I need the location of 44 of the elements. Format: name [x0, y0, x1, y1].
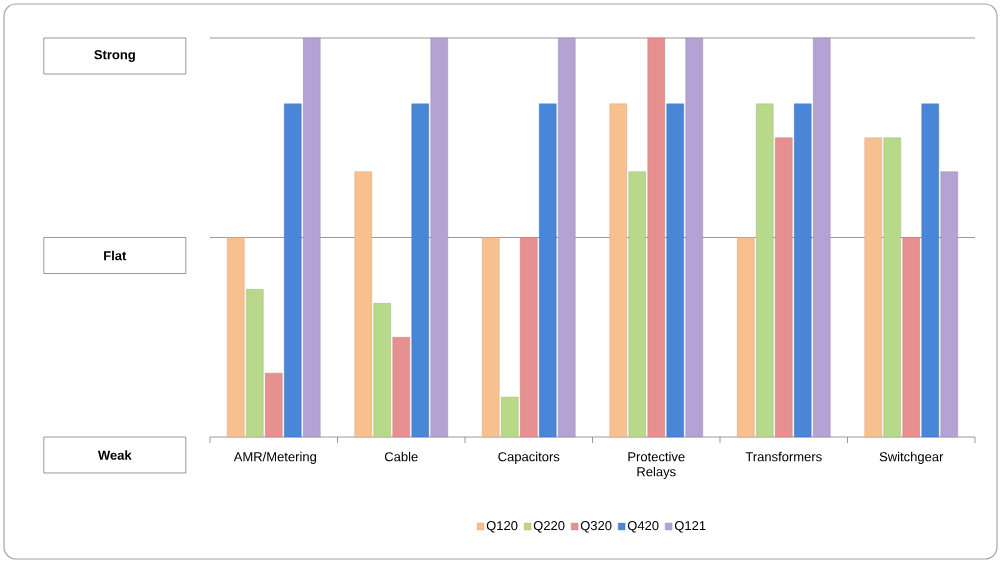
bar: [921, 103, 939, 438]
bar: [520, 237, 538, 438]
bar: [647, 37, 665, 438]
legend-label: Q420: [627, 521, 659, 533]
bar: [284, 103, 302, 438]
bar: [883, 137, 901, 438]
bar: [609, 103, 627, 438]
x-tick-label: Capacitors: [498, 451, 560, 464]
x-tick-label: Cable: [384, 451, 418, 462]
text: Flat: [104, 250, 127, 261]
bar: [558, 37, 576, 438]
bar: [246, 289, 264, 438]
bar: [482, 237, 500, 438]
text: Weak: [97, 450, 132, 460]
bar: [539, 103, 557, 438]
bar: [902, 237, 920, 438]
bar: [794, 103, 812, 438]
bar: [265, 372, 283, 438]
bar: [392, 337, 410, 438]
bar: [864, 137, 882, 438]
bar: [685, 37, 703, 438]
legend-label: Q121: [674, 521, 706, 533]
bar: [501, 396, 519, 438]
bar: [411, 103, 429, 438]
legend-label: Q220: [533, 521, 565, 533]
x-tick-label: Protective Relays: [628, 451, 685, 479]
bar: [940, 171, 958, 438]
x-tick-label: Switchgear: [879, 451, 944, 464]
bar: [628, 171, 646, 438]
text: Strong: [94, 50, 135, 62]
x-tick-label: AMR/Metering: [233, 451, 316, 464]
x-tick-label: Transformers: [745, 451, 822, 462]
bar: [227, 237, 245, 438]
bar: [737, 237, 755, 438]
bar: [666, 103, 684, 438]
bar: [775, 137, 793, 438]
bar: [354, 171, 372, 438]
legend-label: Q320: [580, 521, 612, 533]
bar: [756, 103, 774, 438]
bar: [373, 303, 391, 438]
bar: [813, 37, 831, 438]
bar: [303, 37, 321, 438]
bar: [430, 37, 448, 438]
legend-label: Q120: [486, 521, 518, 533]
